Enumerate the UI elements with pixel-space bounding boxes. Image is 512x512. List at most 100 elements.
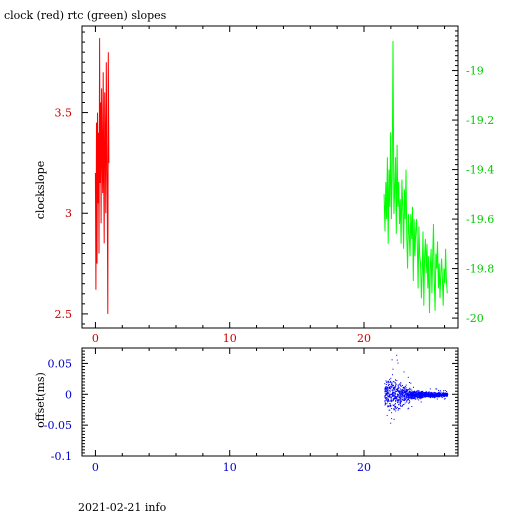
offset-point xyxy=(421,397,422,399)
offset-point xyxy=(433,395,435,397)
footer-date: 2021-02-21 info xyxy=(78,501,167,512)
offset-point xyxy=(391,393,392,395)
offset-point xyxy=(438,394,440,396)
offset-point xyxy=(408,391,410,393)
offset-point xyxy=(387,399,389,401)
offset-point xyxy=(412,395,413,397)
offset-point xyxy=(425,396,427,398)
offset-point xyxy=(404,399,406,401)
offset-point xyxy=(404,386,406,387)
offset-point xyxy=(396,359,398,361)
offset-point xyxy=(392,408,394,410)
offset-point xyxy=(393,388,395,390)
offset-point xyxy=(444,392,446,394)
offset-point xyxy=(407,388,409,390)
offset-point xyxy=(442,392,444,393)
offset-point xyxy=(408,394,410,395)
offset-point xyxy=(411,394,413,396)
offset-point xyxy=(446,395,448,397)
offset-point xyxy=(403,371,405,373)
offset-point xyxy=(429,396,431,398)
offset-point xyxy=(397,388,399,390)
offset-point xyxy=(397,409,399,411)
offset-point xyxy=(400,395,402,397)
offset-point xyxy=(412,395,414,397)
offset-point xyxy=(430,391,432,393)
offset-point xyxy=(391,387,393,389)
offset-point xyxy=(438,390,440,391)
offset-point xyxy=(400,393,402,395)
offset-point xyxy=(390,396,392,398)
offset-point xyxy=(393,392,395,394)
offset-point xyxy=(403,396,405,398)
offset-point xyxy=(388,392,389,394)
offset-point xyxy=(411,398,413,400)
offset-point xyxy=(418,397,420,398)
offset-point xyxy=(411,396,413,398)
top-right-tick-label: -20 xyxy=(466,312,484,325)
offset-point xyxy=(440,395,442,397)
offset-point xyxy=(442,393,444,394)
bottom-y-tick-label: -0.05 xyxy=(44,419,72,432)
offset-point xyxy=(422,391,424,393)
offset-point xyxy=(420,391,422,393)
offset-point xyxy=(392,389,394,391)
offset-point xyxy=(398,401,400,403)
offset-point xyxy=(396,390,398,392)
offset-point xyxy=(399,396,400,398)
offset-point xyxy=(394,386,395,388)
offset-point xyxy=(418,393,419,395)
offset-point xyxy=(438,394,440,396)
offset-point xyxy=(418,396,420,398)
offset-point xyxy=(389,400,391,402)
offset-point xyxy=(429,388,431,390)
offset-point xyxy=(425,392,427,394)
offset-point xyxy=(386,392,388,394)
offset-point xyxy=(431,393,433,394)
offset-point xyxy=(386,390,388,392)
offset-point xyxy=(433,397,435,399)
offset-point xyxy=(409,391,411,393)
offset-point xyxy=(393,405,395,406)
offset-point xyxy=(397,388,398,390)
offset-point xyxy=(403,392,405,394)
offset-point xyxy=(391,386,393,388)
offset-point xyxy=(386,403,388,405)
offset-point xyxy=(399,390,401,392)
offset-point xyxy=(438,393,440,395)
offset-point xyxy=(422,396,424,397)
offset-point xyxy=(436,394,438,396)
offset-point xyxy=(408,396,410,398)
offset-point xyxy=(419,393,421,394)
offset-point xyxy=(430,395,432,397)
offset-point xyxy=(395,398,397,400)
offset-point xyxy=(418,391,420,393)
offset-point xyxy=(393,388,395,390)
offset-point xyxy=(406,400,408,402)
offset-point xyxy=(385,398,387,400)
offset-point xyxy=(385,384,387,385)
offset-point xyxy=(394,382,396,383)
offset-point xyxy=(428,394,430,396)
offset-point xyxy=(441,394,443,396)
offset-point xyxy=(406,394,408,396)
offset-point xyxy=(394,398,395,400)
offset-point xyxy=(402,404,404,406)
offset-point xyxy=(398,399,400,401)
offset-point xyxy=(390,397,392,399)
offset-point xyxy=(390,377,392,379)
offset-point xyxy=(391,412,393,414)
offset-point xyxy=(424,392,426,394)
offset-point xyxy=(388,396,390,398)
rtc-slope-series xyxy=(383,40,448,314)
offset-point xyxy=(384,396,386,398)
offset-point xyxy=(417,396,419,398)
offset-point xyxy=(411,406,413,407)
offset-point xyxy=(391,418,393,420)
offset-point xyxy=(405,396,407,398)
offset-point xyxy=(428,395,430,397)
offset-point xyxy=(401,397,403,399)
offset-point xyxy=(405,397,407,399)
offset-point xyxy=(432,396,433,398)
